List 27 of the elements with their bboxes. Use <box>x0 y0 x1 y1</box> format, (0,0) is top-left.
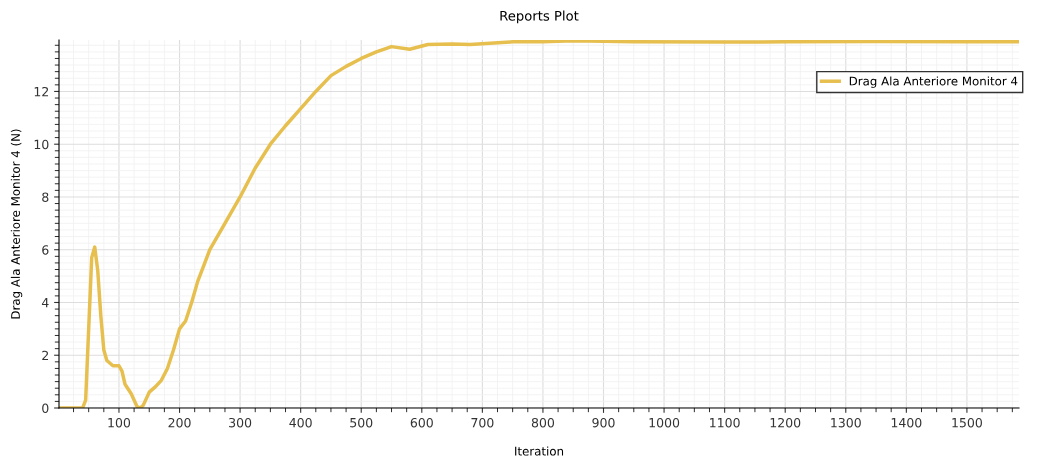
y-tick-label: 4 <box>41 298 49 308</box>
y-tick-label: 10 <box>34 139 49 150</box>
x-tick-label: 1200 <box>770 417 801 428</box>
x-tick-label: 1100 <box>710 417 740 428</box>
y-tick-label: 0 <box>42 403 49 413</box>
x-tick-label: 800 <box>531 417 555 428</box>
y-axis-title: Drag Ala Anteriore Monitor 4 (N) <box>10 129 23 319</box>
x-tick-label: 400 <box>289 417 312 428</box>
line-series <box>59 40 1019 408</box>
x-tick-label: 600 <box>410 417 433 428</box>
x-tick-label: 1500 <box>952 417 982 428</box>
y-tick-label: 6 <box>42 245 49 255</box>
x-axis-title: Iteration <box>515 446 564 456</box>
x-tick-label: 1300 <box>831 417 861 428</box>
x-tick-label: 100 <box>108 417 131 428</box>
x-tick-label: 700 <box>471 417 494 428</box>
chart-title: Reports Plot <box>500 10 579 24</box>
x-tick-label: 200 <box>168 417 191 428</box>
x-tick-label: 900 <box>592 417 615 428</box>
y-tick-label: 12 <box>34 86 49 97</box>
x-tick-label: 500 <box>350 417 373 428</box>
x-tick-label: 300 <box>229 417 252 428</box>
y-tick-label: 8 <box>42 192 49 202</box>
x-tick-label: 1400 <box>891 417 922 428</box>
legend-label: Drag Ala Anteriore Monitor 4 <box>849 76 1018 88</box>
x-tick-label: 1000 <box>649 417 680 428</box>
y-tick-label: 2 <box>42 350 49 360</box>
